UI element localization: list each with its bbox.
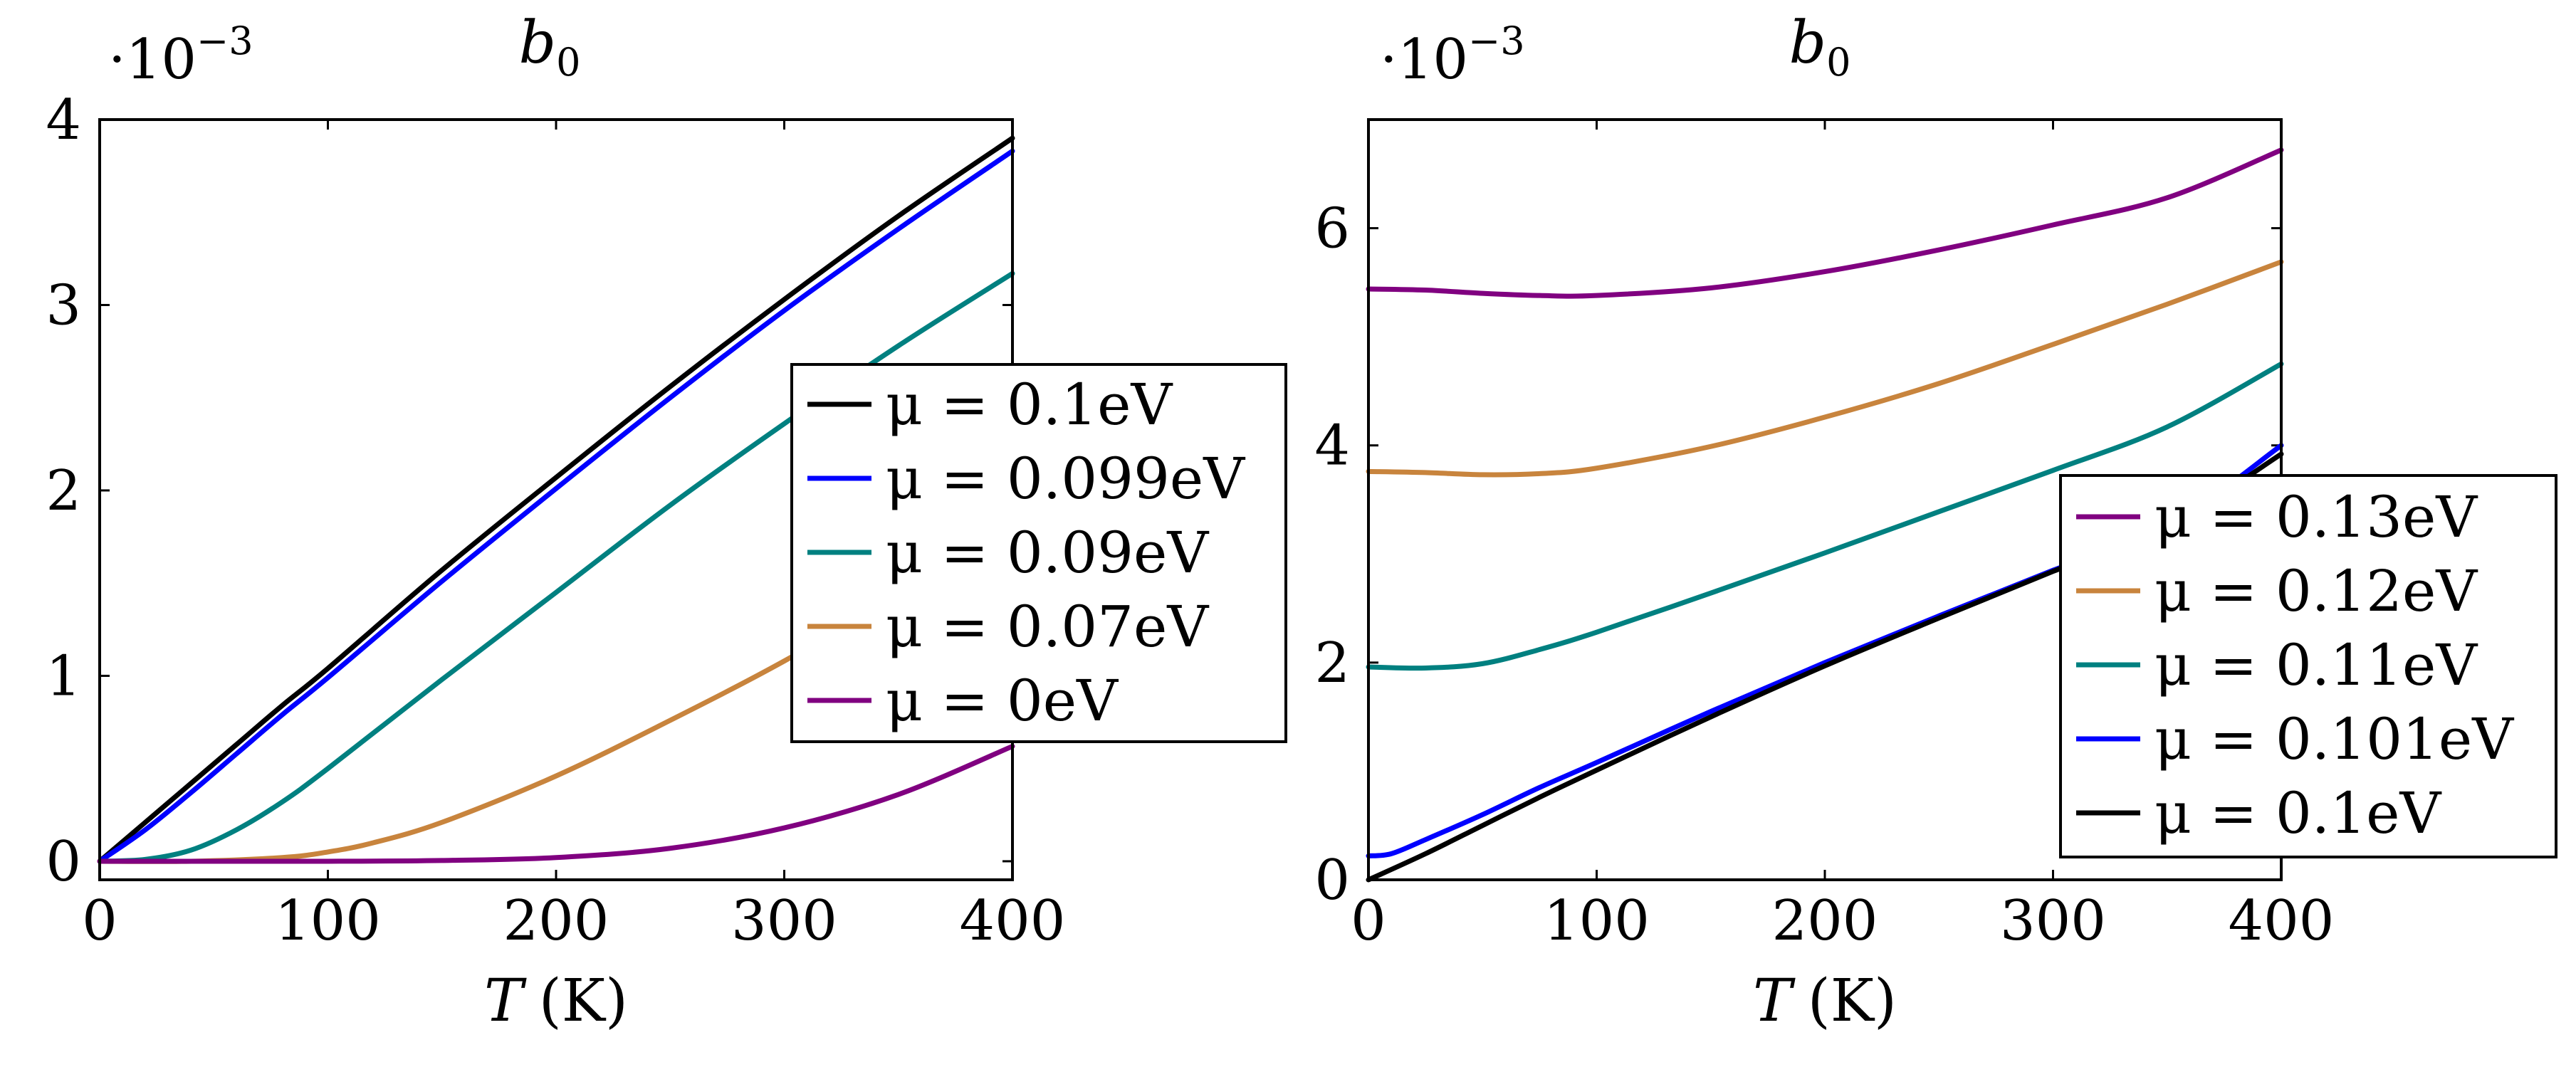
chart-left-y-multiplier: ·10−3 [108,19,253,92]
legend-label: μ = 0.1eV [886,372,1173,438]
x-tick-label: 400 [960,889,1066,953]
x-tick-label: 0 [82,889,117,953]
chart-right-x-axis-label: T (K) [1753,967,1897,1035]
series-line [1366,361,2284,671]
y-tick-label: 4 [46,88,81,152]
y-tick-label: 2 [1314,631,1350,695]
series-line [97,743,1015,864]
chart-left: b0 ·10−3 0 100 200 300 400 0 1 2 3 4 T (K) μ = 0.… [46,9,1287,1035]
y-tick-label: 0 [46,830,81,894]
legend-label: μ = 0.09eV [886,520,1209,586]
chart-right-x-tick-labels: 0 100 200 300 400 [1351,889,2334,953]
chart-right: b0 ·10−3 0 100 200 300 400 0 2 4 6 T (K) μ = 0.1… [1314,9,2557,1035]
legend-label: μ = 0.11eV [2154,632,2478,698]
y-tick-label: 1 [46,644,81,708]
chart-right-legend: μ = 0.13eV μ = 0.12eV μ = 0.11eV μ = 0.101e… [2059,474,2557,858]
chart-left-x-axis-label: T (K) [484,967,628,1035]
chart-left-y-tick-labels: 0 1 2 3 4 [46,88,81,894]
y-tick-label: 2 [46,459,81,523]
y-tick-label: 4 [1314,414,1350,478]
chart-right-y-multiplier: ·10−3 [1380,19,1525,92]
legend-label: μ = 0.13eV [2154,484,2478,550]
legend-label: μ = 0.1eV [2154,780,2441,846]
chart-right-y-tick-labels: 0 2 4 6 [1314,197,1350,913]
x-tick-label: 400 [2229,889,2335,953]
chart-right-legend-box [2059,474,2557,858]
series-line [97,135,1015,864]
legend-label: μ = 0eV [886,668,1119,734]
chart-left-title: b0 [519,9,581,85]
x-tick-label: 300 [731,889,837,953]
x-tick-label: 300 [2000,889,2106,953]
x-tick-label: 0 [1351,889,1386,953]
chart-left-legend: μ = 0.1eV μ = 0.099eV μ = 0.09eV μ = 0.07eV… [790,363,1287,743]
legend-label: μ = 0.07eV [886,594,1209,660]
x-tick-label: 100 [275,889,381,953]
series-line [97,148,1015,864]
x-tick-label: 200 [503,889,609,953]
chart-left-legend-box [790,363,1287,743]
y-tick-label: 6 [1314,197,1350,261]
legend-label: μ = 0.101eV [2154,706,2514,772]
y-tick-label: 0 [1314,848,1350,913]
chart-left-x-tick-labels: 0 100 200 300 400 [82,889,1065,953]
x-tick-label: 200 [1772,889,1878,953]
y-tick-label: 3 [46,273,81,337]
series-line [1366,147,2284,299]
chart-right-title: b0 [1789,9,1851,85]
legend-label: μ = 0.099eV [886,446,1245,512]
x-tick-label: 100 [1544,889,1650,953]
series-line [1366,259,2284,478]
legend-label: μ = 0.12eV [2154,558,2478,624]
